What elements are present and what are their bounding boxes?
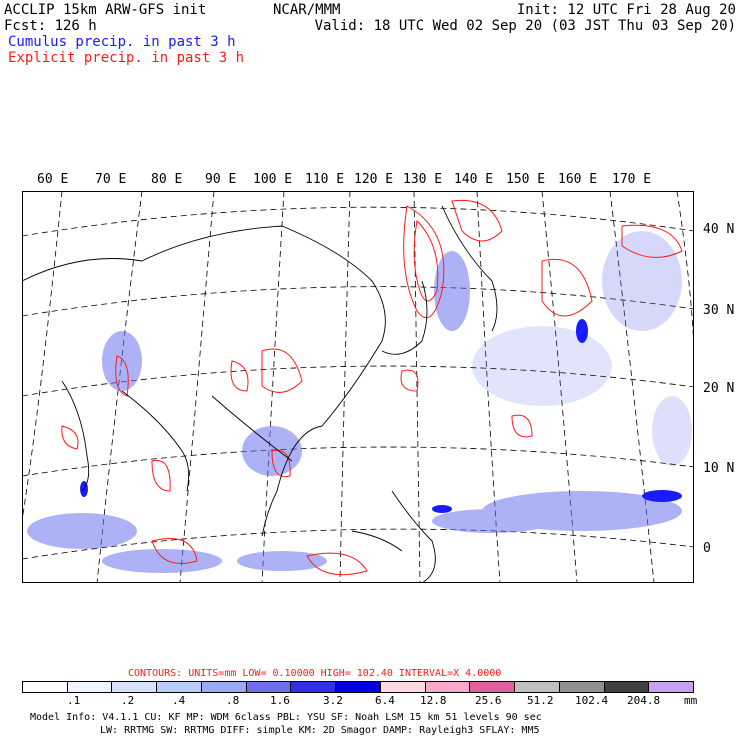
colorbar-bin [67,682,113,692]
lon-label: 120 E [354,172,394,187]
lon-label: 90 E [205,172,237,187]
colorbar-bin [201,682,247,692]
colorbar-tick: 3.2 [323,694,343,707]
contour-info: CONTOURS: UNITS=mm LOW= 0.10000 HIGH= 10… [128,668,502,679]
explicit-precip [61,199,683,576]
model-info-line1: Model Info: V4.1.1 CU: KF MP: WDM 6class… [30,712,542,723]
colorbar-tick: .8 [226,694,240,707]
center-label: NCAR/MMM [273,2,341,18]
lat-label: 20 N [703,381,735,396]
lat-label: 40 N [703,222,735,237]
precip-map [22,191,694,583]
colorbar-bin [246,682,292,692]
colorbar-bin [112,682,158,692]
lon-label: 60 E [37,172,69,187]
coastlines [22,205,498,583]
valid-time: Valid: 18 UTC Wed 02 Sep 20 (03 JST Thu … [314,18,736,34]
lat-label: 10 N [703,461,735,476]
colorbar-bin [380,682,426,692]
cumulus-precip [27,231,692,573]
forecast-hour: Fcst: 126 h [4,18,97,34]
colorbar-tick: 25.6 [475,694,502,707]
run-title: ACCLIP 15km ARW-GFS init [4,2,207,18]
legend-cumulus: Cumulus precip. in past 3 h [8,34,236,50]
lon-label: 80 E [151,172,183,187]
colorbar-tick: 102.4 [575,694,609,707]
lon-label: 70 E [95,172,127,187]
colorbar-bin [291,682,337,692]
colorbar-tick: 6.4 [375,694,395,707]
colorbar-bin [425,682,471,692]
colorbar-tick: 12.8 [420,694,447,707]
lon-label: 160 E [558,172,598,187]
colorbar-bin [470,682,516,692]
cumulus-cores [80,319,682,513]
lon-label: 100 E [253,172,293,187]
colorbar-tick: .1 [67,694,81,707]
init-time: Init: 12 UTC Fri 28 Aug 20 [516,2,736,18]
colorbar-tick: 51.2 [527,694,554,707]
colorbar-bin [649,682,694,692]
colorbar-tick: .4 [172,694,186,707]
lon-label: 140 E [454,172,494,187]
lon-label: 150 E [506,172,546,187]
lat-label: 30 N [703,303,735,318]
colorbar-bin [515,682,560,692]
colorbar [22,681,694,693]
colorbar-bin [157,682,202,692]
lon-label: 170 E [612,172,652,187]
colorbar-bin [23,682,68,692]
colorbar-unit: mm [684,694,698,707]
lat-label: 0 [703,541,711,556]
colorbar-tick: 204.8 [627,694,661,707]
lon-label: 130 E [403,172,443,187]
colorbar-bin [604,682,650,692]
colorbar-bin [559,682,605,692]
colorbar-tick: .2 [121,694,135,707]
model-info-line2: LW: RRTMG SW: RRTMG DIFF: simple KM: 2D … [100,725,540,736]
lon-label: 110 E [305,172,345,187]
legend-explicit: Explicit precip. in past 3 h [8,50,245,66]
colorbar-tick: 1.6 [270,694,290,707]
colorbar-bin [336,682,381,692]
